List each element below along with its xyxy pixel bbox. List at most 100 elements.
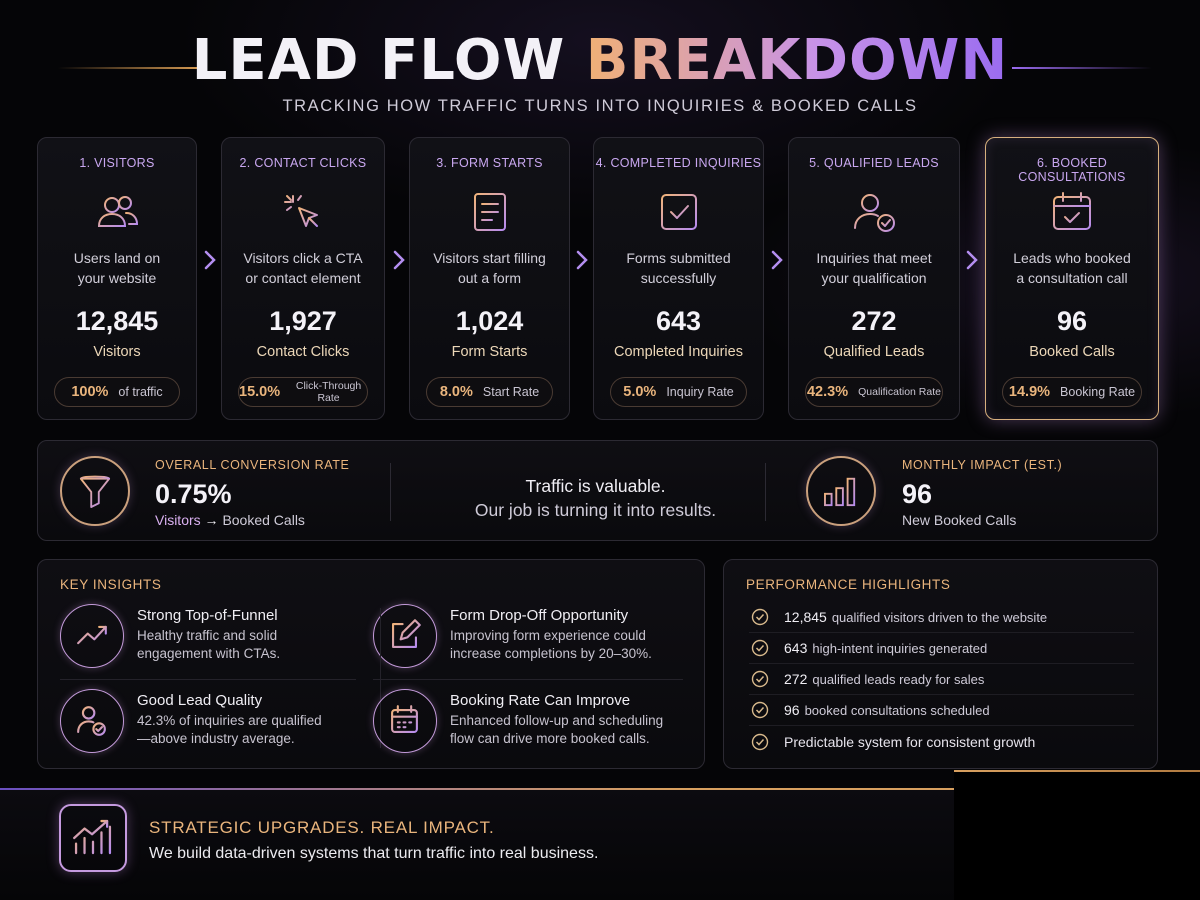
stage-rate-pill: 5.0% Inquiry Rate — [610, 377, 747, 407]
insight-heading: Strong Top-of-Funnel — [137, 607, 278, 624]
stage-unit: Form Starts — [451, 344, 528, 360]
footer-body: We build data-driven systems that turn t… — [149, 845, 599, 862]
page-title: LEAD FLOW BREAKDOWN — [0, 26, 1200, 96]
insight-heading: Booking Rate Can Improve — [450, 692, 631, 709]
stage-description: Leads who booked a consultation call — [1013, 250, 1131, 286]
cursor-click-icon — [284, 195, 318, 227]
footer-accent-line — [0, 788, 954, 790]
stage-label: 6. BOOKED CONSULTATIONS — [1018, 156, 1126, 184]
user-check-icon — [854, 194, 895, 232]
funnel-card-form-starts: 3. FORM STARTS Visitors start filling out… — [409, 137, 570, 420]
funnel-card-visitors: 1. VISITORS Users land on your website 12… — [37, 137, 197, 420]
divider — [380, 608, 381, 748]
page-subtitle: TRACKING HOW TRAFFIC TURNS INTO INQUIRIE… — [282, 97, 918, 115]
insight-item: Good Lead Quality 42.3% of inquiries are… — [60, 689, 360, 769]
check-circle-icon — [751, 670, 769, 688]
highlight-number: 272 — [784, 671, 808, 687]
insight-body: Enhanced follow-up and scheduling flow ca… — [450, 713, 664, 746]
panel-title: PERFORMANCE HIGHLIGHTS — [746, 577, 951, 592]
stage-description: Inquiries that meet your qualification — [816, 250, 932, 286]
funnel-card-qualified-leads: 5. QUALIFIED LEADS Inquiries that meet yo… — [788, 137, 960, 420]
rate-value: 8.0% — [439, 384, 473, 400]
highlight-item: Predictable system for consistent growth — [749, 726, 1134, 757]
insight-item: Booking Rate Can Improve Enhanced follow… — [373, 689, 673, 769]
highlight-text: qualified visitors driven to the website — [831, 609, 1048, 625]
title-part-1: LEAD FLOW — [191, 28, 566, 93]
conversion-label: OVERALL CONVERSION RATE — [155, 458, 350, 472]
stage-unit: Visitors — [93, 344, 141, 360]
divider — [765, 463, 766, 521]
highlight-text: booked consultations scheduled — [804, 702, 990, 718]
footer-heading: STRATEGIC UPGRADES. REAL IMPACT. — [149, 818, 495, 837]
stage-unit: Qualified Leads — [823, 344, 925, 360]
stage-label: 1. VISITORS — [79, 156, 155, 170]
rate-value: 5.0% — [623, 384, 657, 400]
highlight-item: 12,845 qualified visitors driven to the w… — [749, 602, 1134, 633]
highlight-item: 272 qualified leads ready for sales — [749, 664, 1134, 695]
rate-value: 100% — [71, 384, 109, 400]
stage-label: 2. CONTACT CLICKS — [239, 156, 367, 170]
stage-value: 96 — [1056, 306, 1088, 336]
bar-chart-icon — [806, 456, 876, 526]
highlight-number: 12,845 — [784, 609, 827, 625]
form-icon — [473, 193, 506, 231]
title-part-2: BREAKDOWN — [585, 28, 1009, 93]
insight-body: Improving form experience could increase … — [450, 628, 652, 661]
rate-label: Qualification Rate — [858, 386, 941, 398]
highlight-number: 96 — [784, 702, 800, 718]
rate-label: Start Rate — [482, 385, 540, 399]
panel-title: KEY INSIGHTS — [60, 577, 162, 592]
highlight-text: high-intent inquiries generated — [812, 640, 988, 656]
funnel-card-booked-consultations: 6. BOOKED CONSULTATIONS Leads who booked… — [985, 137, 1159, 420]
stage-description: Visitors start filling out a form — [433, 250, 546, 286]
stage-rate-pill: 100% of traffic — [54, 377, 180, 407]
stage-value: 643 — [655, 306, 702, 336]
stage-unit: Booked Calls — [1029, 344, 1115, 360]
highlight-item: 643 high-intent inquiries generated — [749, 633, 1134, 664]
conversion-description: Visitors → Booked Calls — [155, 512, 305, 528]
stage-value: 1,927 — [269, 306, 337, 336]
performance-highlights-panel: PERFORMANCE HIGHLIGHTS 12,845 qualified v… — [723, 559, 1158, 769]
funnel-icon — [60, 456, 130, 526]
chevron-right-icon — [966, 250, 978, 270]
conversion-value: 0.75% — [155, 479, 232, 509]
insight-heading: Form Drop-Off Opportunity — [450, 607, 629, 624]
stage-rate-pill: 14.9% Booking Rate — [1002, 377, 1142, 407]
funnel-card-completed-inquiries: 4. COMPLETED INQUIRIES Forms submitted su… — [593, 137, 764, 420]
divider — [390, 463, 391, 521]
impact-description: New Booked Calls — [902, 512, 1017, 528]
calendar-icon — [373, 689, 437, 753]
edit-icon — [373, 604, 437, 668]
summary-strip: OVERALL CONVERSION RATE 0.75% Visitors →… — [37, 440, 1158, 541]
footer-accent-line — [954, 770, 1200, 772]
check-circle-icon — [751, 639, 769, 657]
highlight-number: 643 — [784, 640, 808, 656]
title-accent-line-right — [1012, 67, 1152, 69]
impact-value: 96 — [902, 479, 933, 509]
users-icon — [97, 196, 139, 227]
highlight-item: 96 booked consultations scheduled — [749, 695, 1134, 726]
impact-label: MONTHLY IMPACT (EST.) — [902, 458, 1063, 472]
rate-label: of traffic — [118, 385, 163, 399]
check-circle-icon — [751, 608, 769, 626]
stage-unit: Completed Inquiries — [614, 344, 743, 360]
rate-value: 15.0% — [239, 384, 281, 400]
check-square-icon — [660, 194, 697, 230]
footer-corner — [954, 772, 1200, 900]
funnel-card-contact-clicks: 2. CONTACT CLICKS Visitors click a CTA or… — [221, 137, 385, 420]
chevron-right-icon — [204, 250, 216, 270]
rate-label: Booking Rate — [1060, 385, 1136, 399]
stage-description: Visitors click a CTA or contact element — [243, 250, 363, 286]
key-insights-panel: KEY INSIGHTS Strong Top-of-Funnel Health… — [37, 559, 705, 769]
user-check-icon — [60, 689, 124, 753]
stage-label: 3. FORM STARTS — [436, 156, 543, 170]
check-circle-icon — [751, 701, 769, 719]
stage-rate-pill: 15.0% Click-Through Rate — [238, 377, 368, 407]
stage-value: 272 — [851, 306, 897, 336]
title-accent-line-left — [58, 67, 198, 69]
insight-heading: Good Lead Quality — [137, 692, 263, 709]
divider — [60, 679, 356, 680]
calendar-check-icon — [1053, 192, 1091, 230]
stage-rate-pill: 8.0% Start Rate — [426, 377, 553, 407]
highlight-text: Predictable system for consistent growth — [784, 733, 1036, 750]
